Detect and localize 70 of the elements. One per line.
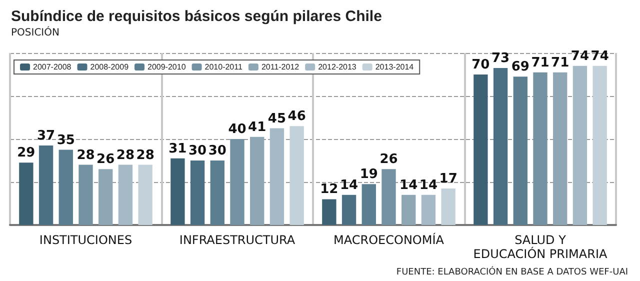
bar xyxy=(290,126,304,225)
bar xyxy=(553,72,568,225)
data-label: 12 xyxy=(320,182,338,198)
bar xyxy=(421,194,436,225)
legend-label: 2011-2012 xyxy=(261,62,300,72)
chart-subtitle: POSICIÓN xyxy=(11,26,60,38)
data-label: 73 xyxy=(491,51,510,66)
bar xyxy=(533,72,548,225)
data-label: 45 xyxy=(268,111,286,126)
bar xyxy=(342,194,356,225)
data-label: 30 xyxy=(188,144,207,158)
data-label: 41 xyxy=(248,120,266,135)
data-label: 19 xyxy=(360,167,378,182)
bar xyxy=(98,169,113,225)
bar xyxy=(513,76,528,225)
bar xyxy=(170,158,185,225)
bar xyxy=(138,164,152,225)
data-label: 28 xyxy=(136,148,154,163)
x-tick-label: INSTITUCIONES xyxy=(39,233,132,247)
legend-label: 2013-2014 xyxy=(375,62,414,72)
data-label: 71 xyxy=(531,55,550,70)
bar xyxy=(190,160,205,225)
bar xyxy=(402,194,416,225)
bar xyxy=(572,66,588,225)
x-tick-label: INFRAESTRUCTURA xyxy=(179,233,296,247)
bar xyxy=(270,128,284,225)
data-label: 35 xyxy=(56,132,75,148)
legend-label: 2012-2013 xyxy=(318,62,357,72)
bar xyxy=(38,145,54,225)
bar xyxy=(250,136,264,225)
data-label: 17 xyxy=(439,171,458,186)
x-tick-label: MACROECONOMÍA xyxy=(334,232,445,247)
data-label: 74 xyxy=(590,48,609,64)
bar xyxy=(230,139,244,225)
data-label: 37 xyxy=(36,128,56,144)
data-label: 26 xyxy=(96,152,115,168)
data-label: 26 xyxy=(380,152,398,168)
data-label: 70 xyxy=(472,58,490,72)
bar xyxy=(362,184,376,225)
legend-label: 2009-2010 xyxy=(148,62,186,72)
bar xyxy=(493,68,508,225)
bar xyxy=(210,160,224,225)
bar xyxy=(474,74,488,225)
data-label: 74 xyxy=(570,48,590,64)
data-label: 30 xyxy=(208,144,226,158)
bar xyxy=(592,66,607,225)
bar xyxy=(118,164,133,225)
data-label: 71 xyxy=(551,55,570,70)
data-label: 40 xyxy=(228,122,246,137)
data-label: 28 xyxy=(116,148,135,163)
legend-label: 2010-2011 xyxy=(204,62,243,72)
data-label: 31 xyxy=(168,141,187,156)
bar xyxy=(78,164,93,225)
data-label: 46 xyxy=(288,109,306,124)
x-tick-label: SALUD Y EDUCACIÓN PRIMARIA xyxy=(473,233,608,261)
bar xyxy=(322,199,336,225)
chart-title: Subíndice de requisitos básicos según pilares Chile xyxy=(11,8,382,25)
data-label: 29 xyxy=(17,146,36,161)
bar xyxy=(441,188,456,225)
data-label: 28 xyxy=(76,148,95,163)
data-label: 14 xyxy=(400,178,418,193)
legend-label: 2008-2009 xyxy=(90,62,130,72)
data-label: 14 xyxy=(340,178,358,193)
bar xyxy=(19,162,34,225)
data-label: 69 xyxy=(511,60,530,75)
legend-label: 2007-2008 xyxy=(33,62,72,72)
bar xyxy=(58,150,73,225)
data-label: 14 xyxy=(419,178,438,193)
source-note: FUENTE: ELABORACIÓN EN BASE A DATOS WEF-UAI xyxy=(396,266,628,278)
bar xyxy=(382,169,396,225)
